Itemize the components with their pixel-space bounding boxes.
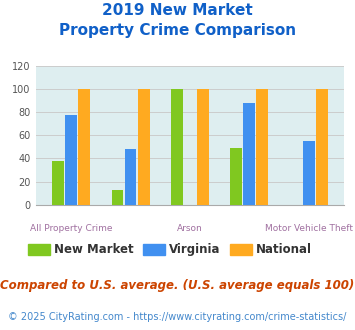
Bar bbox=[65, 115, 77, 205]
Bar bbox=[52, 161, 64, 205]
Legend: New Market, Virginia, National: New Market, Virginia, National bbox=[24, 239, 317, 261]
Bar bbox=[316, 89, 328, 205]
Bar bbox=[138, 89, 149, 205]
Bar bbox=[230, 148, 242, 205]
Text: © 2025 CityRating.com - https://www.cityrating.com/crime-statistics/: © 2025 CityRating.com - https://www.city… bbox=[8, 312, 347, 322]
Text: 2019 New Market
Property Crime Comparison: 2019 New Market Property Crime Compariso… bbox=[59, 3, 296, 38]
Text: All Property Crime: All Property Crime bbox=[30, 224, 113, 233]
Bar bbox=[171, 89, 183, 205]
Bar bbox=[125, 149, 136, 205]
Text: Arson: Arson bbox=[177, 224, 203, 233]
Bar bbox=[78, 89, 90, 205]
Text: Motor Vehicle Theft: Motor Vehicle Theft bbox=[265, 224, 353, 233]
Bar bbox=[303, 141, 315, 205]
Bar bbox=[197, 89, 209, 205]
Text: Compared to U.S. average. (U.S. average equals 100): Compared to U.S. average. (U.S. average … bbox=[0, 279, 355, 292]
Bar bbox=[256, 89, 268, 205]
Bar bbox=[244, 103, 255, 205]
Bar bbox=[111, 189, 124, 205]
